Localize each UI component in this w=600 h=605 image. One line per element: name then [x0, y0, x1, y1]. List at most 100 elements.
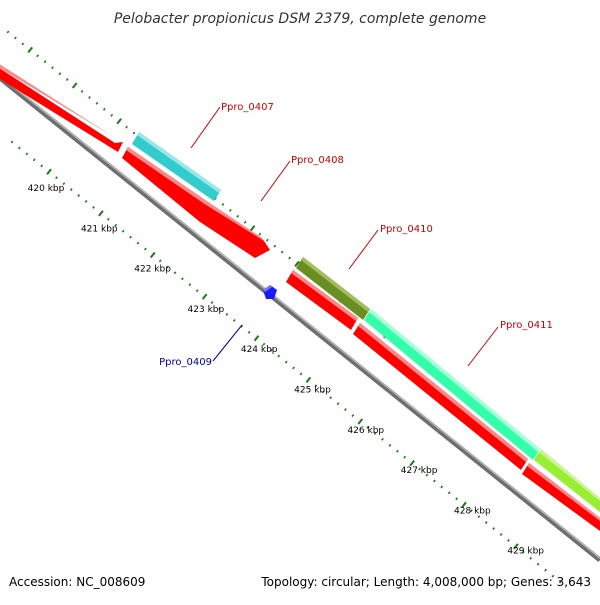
- gene-ppro-0408[interactable]: [122, 147, 270, 258]
- minor-tick: [136, 241, 140, 245]
- minor-tick: [273, 244, 277, 248]
- minor-tick: [551, 574, 555, 578]
- kbp-tick-label: 420 kbp: [28, 184, 65, 194]
- minor-tick: [36, 54, 40, 58]
- minor-tick: [395, 449, 399, 453]
- minor-tick: [277, 354, 281, 358]
- label-ppro-0410-text[interactable]: Ppro_0410: [380, 224, 433, 235]
- cds-feature-upper-4[interactable]: [522, 463, 600, 531]
- minor-tick: [188, 283, 192, 287]
- label-ppro-0408-text[interactable]: Ppro_0408: [291, 155, 344, 166]
- accession-text: Accession: NC_008609: [9, 575, 145, 589]
- kbp-tick-label: 429 kbp: [507, 547, 544, 557]
- minor-tick: [558, 580, 562, 584]
- minor-tick: [102, 107, 106, 111]
- minor-tick: [80, 90, 84, 93]
- gene-ppro-0410[interactable]: [296, 257, 370, 320]
- minor-tick: [55, 176, 58, 180]
- minor-tick: [477, 515, 481, 519]
- kbp-tick-label: 424 kbp: [241, 345, 278, 355]
- minor-tick: [51, 66, 54, 70]
- minor-tick: [221, 203, 225, 206]
- minor-tick: [381, 437, 384, 441]
- minor-tick: [69, 188, 73, 192]
- minor-tick: [77, 194, 81, 197]
- label-ppro-0408[interactable]: Ppro_0408: [260, 155, 344, 202]
- minor-tick: [440, 485, 444, 489]
- major-tick: [513, 543, 519, 550]
- minor-tick: [243, 220, 247, 224]
- label-ppro-0409-text[interactable]: Ppro_0409: [159, 357, 212, 368]
- minor-tick: [129, 235, 132, 239]
- minor-tick: [236, 214, 240, 218]
- gene-ppro-0407[interactable]: [132, 132, 221, 201]
- minor-tick: [284, 360, 288, 364]
- cds-feature-upper-1[interactable]: [0, 58, 123, 152]
- major-tick: [201, 293, 208, 300]
- minor-tick: [292, 366, 295, 370]
- gene-ppro-0412[interactable]: [534, 449, 600, 512]
- label-ppro-0409[interactable]: Ppro_0409: [159, 324, 243, 368]
- minor-tick: [62, 182, 66, 186]
- minor-tick: [240, 324, 244, 328]
- minor-tick: [280, 250, 284, 254]
- minor-tick: [425, 473, 429, 477]
- minor-tick: [336, 402, 340, 406]
- minor-tick: [92, 205, 95, 209]
- minor-tick: [329, 396, 333, 400]
- minor-tick: [403, 455, 407, 459]
- minor-tick: [351, 414, 355, 417]
- major-tick: [98, 210, 104, 217]
- label-ppro-0410[interactable]: Ppro_0410: [348, 224, 433, 270]
- minor-tick: [10, 140, 14, 144]
- major-tick: [357, 418, 364, 425]
- minor-tick: [88, 95, 91, 99]
- minor-tick: [6, 30, 10, 34]
- minor-tick: [181, 277, 184, 281]
- major-tick: [150, 251, 156, 259]
- minor-tick: [218, 307, 221, 310]
- minor-tick: [84, 200, 88, 203]
- minor-tick: [544, 568, 547, 572]
- cds-feature-upper-2[interactable]: [286, 270, 358, 330]
- minor-tick: [521, 550, 525, 554]
- kbp-tick-label: 426 kbp: [347, 426, 384, 436]
- cds-feature-upper-3[interactable]: [353, 323, 528, 470]
- minor-tick: [121, 229, 125, 233]
- major-tick: [294, 260, 300, 268]
- major-tick: [46, 168, 52, 175]
- minor-tick: [265, 238, 269, 242]
- minor-tick: [299, 372, 303, 376]
- minor-tick: [388, 443, 392, 447]
- label-ppro-0411-text[interactable]: Ppro_0411: [500, 320, 553, 331]
- major-tick: [116, 118, 122, 125]
- minor-tick: [492, 527, 496, 530]
- label-ppro-0407-text[interactable]: Ppro_0407: [221, 102, 274, 113]
- minor-tick: [58, 72, 62, 76]
- gene-ppro-0411[interactable]: [364, 309, 540, 460]
- minor-tick: [447, 491, 451, 495]
- minor-tick: [258, 232, 262, 236]
- kbp-tick-label: 422 kbp: [134, 265, 171, 275]
- minor-tick: [40, 164, 44, 168]
- minor-tick: [225, 313, 229, 316]
- inner-tick-ring: 420 kbp 421 kbp 422 kbp 423 kbp 424 kbp 425 k…: [10, 140, 562, 584]
- minor-tick: [195, 289, 199, 293]
- genome-backbone: [0, 74, 600, 562]
- minor-tick: [321, 390, 325, 394]
- label-ppro-0407[interactable]: Ppro_0407: [190, 102, 274, 149]
- minor-tick: [173, 271, 177, 275]
- minor-tick: [158, 259, 162, 263]
- map-title: Pelobacter propionicus DSM 2379, complet…: [114, 11, 486, 27]
- label-ppro-0411[interactable]: Ppro_0411: [467, 320, 553, 367]
- minor-tick: [106, 217, 110, 221]
- minor-tick: [65, 78, 69, 82]
- minor-tick: [499, 533, 503, 536]
- minor-tick: [373, 431, 377, 435]
- minor-tick: [18, 146, 21, 150]
- minor-tick: [132, 131, 136, 135]
- gene-ppro-0409[interactable]: [263, 285, 277, 299]
- minor-tick: [114, 223, 118, 227]
